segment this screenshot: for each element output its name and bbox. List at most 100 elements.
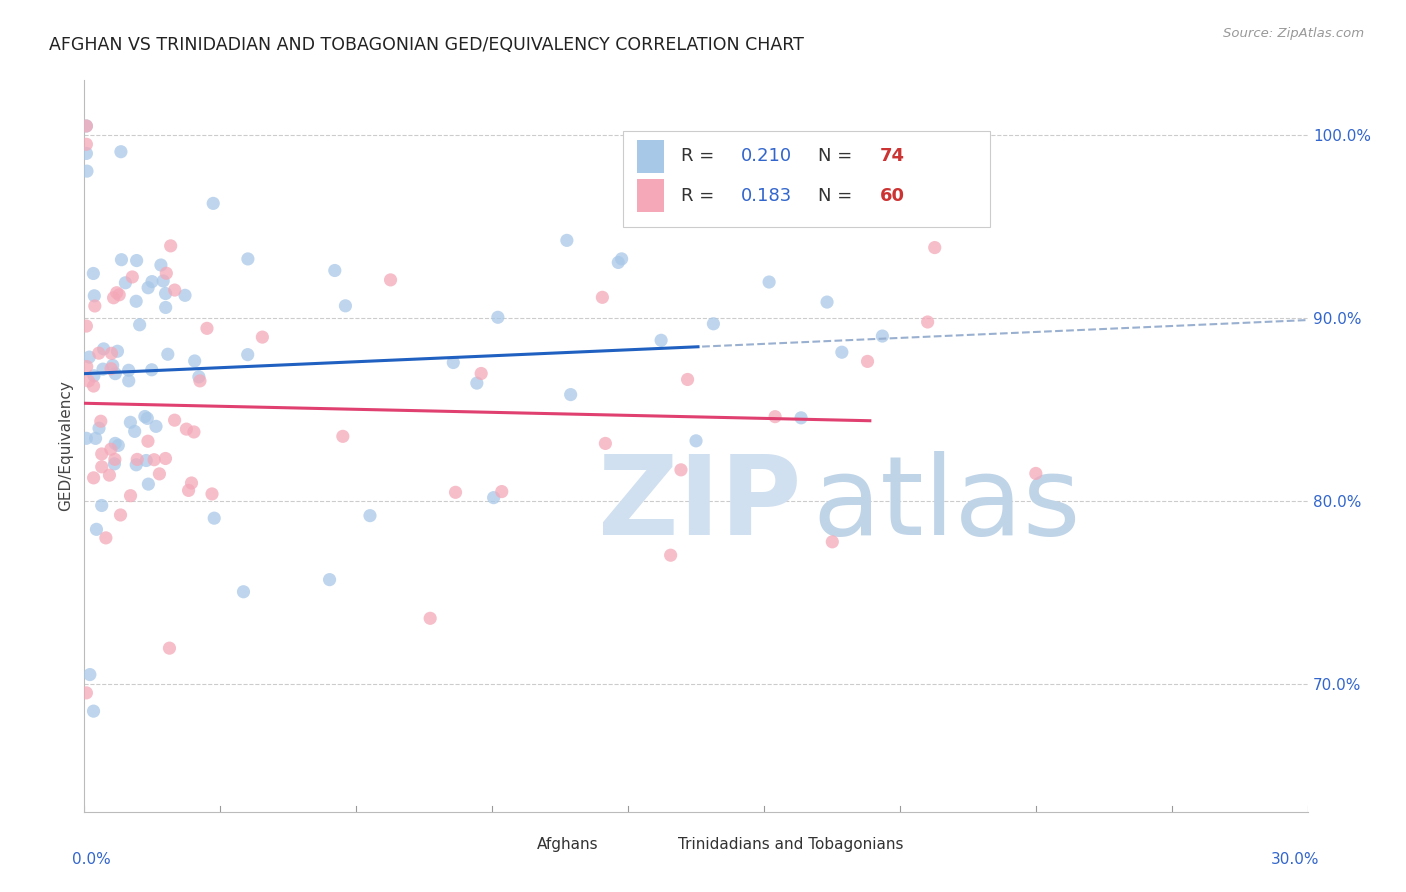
Point <box>380 273 402 287</box>
Point <box>187 369 209 384</box>
Point <box>790 410 813 425</box>
Point <box>156 347 179 361</box>
Point <box>177 483 200 498</box>
Point <box>252 330 274 344</box>
Point <box>595 436 617 450</box>
Bar <box>501 830 527 859</box>
Point <box>872 329 894 343</box>
Point <box>83 471 105 485</box>
Bar <box>637 140 664 173</box>
Point <box>100 361 122 376</box>
Point <box>702 317 724 331</box>
Point <box>127 452 149 467</box>
Point <box>486 310 509 325</box>
Point <box>323 263 346 277</box>
Point <box>121 269 143 284</box>
Point <box>90 414 112 428</box>
Text: Trinidadians and Tobagonians: Trinidadians and Tobagonians <box>678 837 903 852</box>
Point <box>141 275 163 289</box>
Point <box>444 485 467 500</box>
Point <box>120 415 142 429</box>
Point <box>183 354 205 368</box>
Bar <box>637 179 664 212</box>
Text: N =: N = <box>818 147 858 165</box>
Point <box>103 291 125 305</box>
Point <box>669 463 692 477</box>
Point <box>659 548 682 562</box>
Point <box>75 319 97 334</box>
Point <box>110 508 132 522</box>
Point <box>650 333 672 347</box>
Point <box>183 425 205 439</box>
Point <box>136 281 159 295</box>
Point <box>100 346 122 360</box>
Point <box>87 346 110 360</box>
Point <box>318 573 340 587</box>
Point <box>163 283 186 297</box>
Point <box>75 431 97 445</box>
Point <box>90 459 112 474</box>
Point <box>100 442 122 457</box>
Point <box>105 285 128 300</box>
Point <box>163 413 186 427</box>
Point <box>110 252 132 267</box>
Point <box>75 137 97 152</box>
Text: Afghans: Afghans <box>537 837 599 852</box>
Point <box>83 368 105 383</box>
Text: 74: 74 <box>880 147 904 165</box>
Point <box>79 350 101 364</box>
Point <box>107 438 129 452</box>
Point <box>591 290 613 304</box>
Point <box>128 318 150 332</box>
Point <box>77 374 100 388</box>
Point <box>180 475 202 490</box>
Point <box>236 348 259 362</box>
Point <box>821 534 844 549</box>
Point <box>125 294 148 309</box>
Point <box>607 255 630 269</box>
Point <box>83 704 105 718</box>
Point <box>76 164 98 178</box>
Point <box>75 686 97 700</box>
Point <box>138 477 160 491</box>
Point <box>124 425 146 439</box>
Text: Source: ZipAtlas.com: Source: ZipAtlas.com <box>1223 27 1364 40</box>
Point <box>125 458 148 472</box>
Point <box>560 387 582 401</box>
Point <box>159 239 181 253</box>
Point <box>136 411 159 425</box>
Point <box>79 667 101 681</box>
Point <box>470 367 492 381</box>
Text: 0.0%: 0.0% <box>72 852 111 867</box>
Point <box>1025 467 1047 481</box>
Point <box>924 241 946 255</box>
Point <box>148 467 170 481</box>
Point <box>136 434 159 449</box>
Point <box>110 145 132 159</box>
Point <box>118 374 141 388</box>
Point <box>155 286 177 301</box>
Point <box>856 354 879 368</box>
Point <box>176 422 198 436</box>
Text: ZIP: ZIP <box>598 451 801 558</box>
Point <box>917 315 939 329</box>
Point <box>149 258 172 272</box>
Text: 0.210: 0.210 <box>741 147 793 165</box>
Point <box>155 301 177 315</box>
Text: N =: N = <box>818 186 858 205</box>
Point <box>83 379 105 393</box>
Point <box>120 489 142 503</box>
Point <box>201 487 224 501</box>
Point <box>86 522 108 536</box>
Point <box>159 641 181 656</box>
Point <box>143 452 166 467</box>
Point <box>188 374 211 388</box>
Point <box>152 274 174 288</box>
Point <box>155 266 177 280</box>
Text: 0.183: 0.183 <box>741 186 793 205</box>
Point <box>359 508 381 523</box>
Point <box>94 531 117 545</box>
Text: AFGHAN VS TRINIDADIAN AND TOBAGONIAN GED/EQUIVALENCY CORRELATION CHART: AFGHAN VS TRINIDADIAN AND TOBAGONIAN GED… <box>49 36 804 54</box>
Point <box>91 362 114 376</box>
Point <box>676 372 699 386</box>
